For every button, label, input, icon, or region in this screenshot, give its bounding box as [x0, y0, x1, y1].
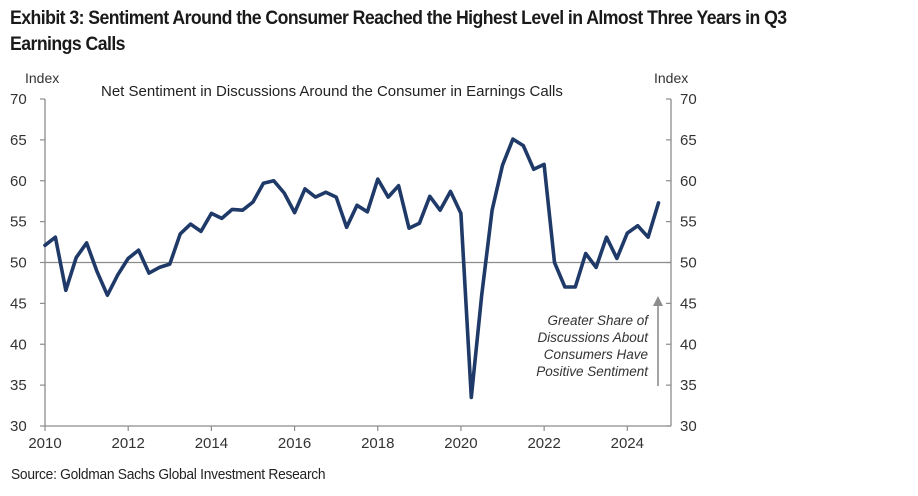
x-tick-label: 2016 — [278, 435, 311, 452]
y-tick-label-right: 55 — [680, 214, 697, 231]
annotation-text-line: Positive Sentiment — [536, 364, 649, 379]
y-tick-label-left: 55 — [10, 214, 27, 231]
y-axis-title-right: Index — [654, 70, 688, 86]
y-tick-label-left: 60 — [10, 173, 27, 190]
axes: 30 30 35 35 40 40 45 45 50 50 55 55 60 60 65 65 70 70 2010… — [10, 91, 697, 452]
annotation: Greater Share of Discussions About Consume… — [536, 296, 663, 386]
x-tick-label: 2018 — [361, 435, 394, 452]
y-axis-title-left: Index — [25, 70, 59, 86]
y-tick-label-right: 45 — [680, 295, 697, 312]
y-tick-label-right: 35 — [680, 377, 697, 394]
annotation-text-line: Consumers Have — [544, 347, 648, 362]
series-line-net-sentiment — [43, 137, 661, 400]
series-layer — [43, 137, 661, 400]
exhibit-title: Exhibit 3: Sentiment Around the Consumer… — [10, 8, 787, 55]
y-tick-label-right: 65 — [680, 132, 697, 149]
x-tick-label: 2014 — [195, 435, 228, 452]
y-tick-label-right: 50 — [680, 255, 697, 272]
y-tick-label-right: 60 — [680, 173, 697, 190]
source-note: Source: Goldman Sachs Global Investment … — [11, 466, 326, 483]
x-tick-label: 2012 — [112, 435, 145, 452]
y-tick-label-left: 45 — [10, 295, 27, 312]
y-tick-label-right: 40 — [680, 336, 697, 353]
annotation-text-line: Discussions About — [537, 330, 649, 345]
y-tick-label-left: 50 — [10, 255, 27, 272]
x-tick-label: 2010 — [28, 435, 61, 452]
y-tick-label-left: 65 — [10, 132, 27, 149]
y-tick-label-right: 30 — [680, 418, 697, 435]
chart-title: Net Sentiment in Discussions Around the … — [101, 83, 563, 100]
annotation-text-line: Greater Share of — [547, 313, 649, 328]
y-tick-label-left: 30 — [10, 418, 27, 435]
x-tick-label: 2022 — [527, 435, 560, 452]
x-tick-label: 2024 — [611, 435, 644, 452]
y-tick-label-left: 35 — [10, 377, 27, 394]
y-tick-label-left: 40 — [10, 336, 27, 353]
x-tick-label: 2020 — [444, 435, 477, 452]
y-tick-label-right: 70 — [680, 91, 697, 108]
annotation-arrow-head-icon — [653, 296, 663, 306]
y-tick-label-left: 70 — [10, 91, 27, 108]
